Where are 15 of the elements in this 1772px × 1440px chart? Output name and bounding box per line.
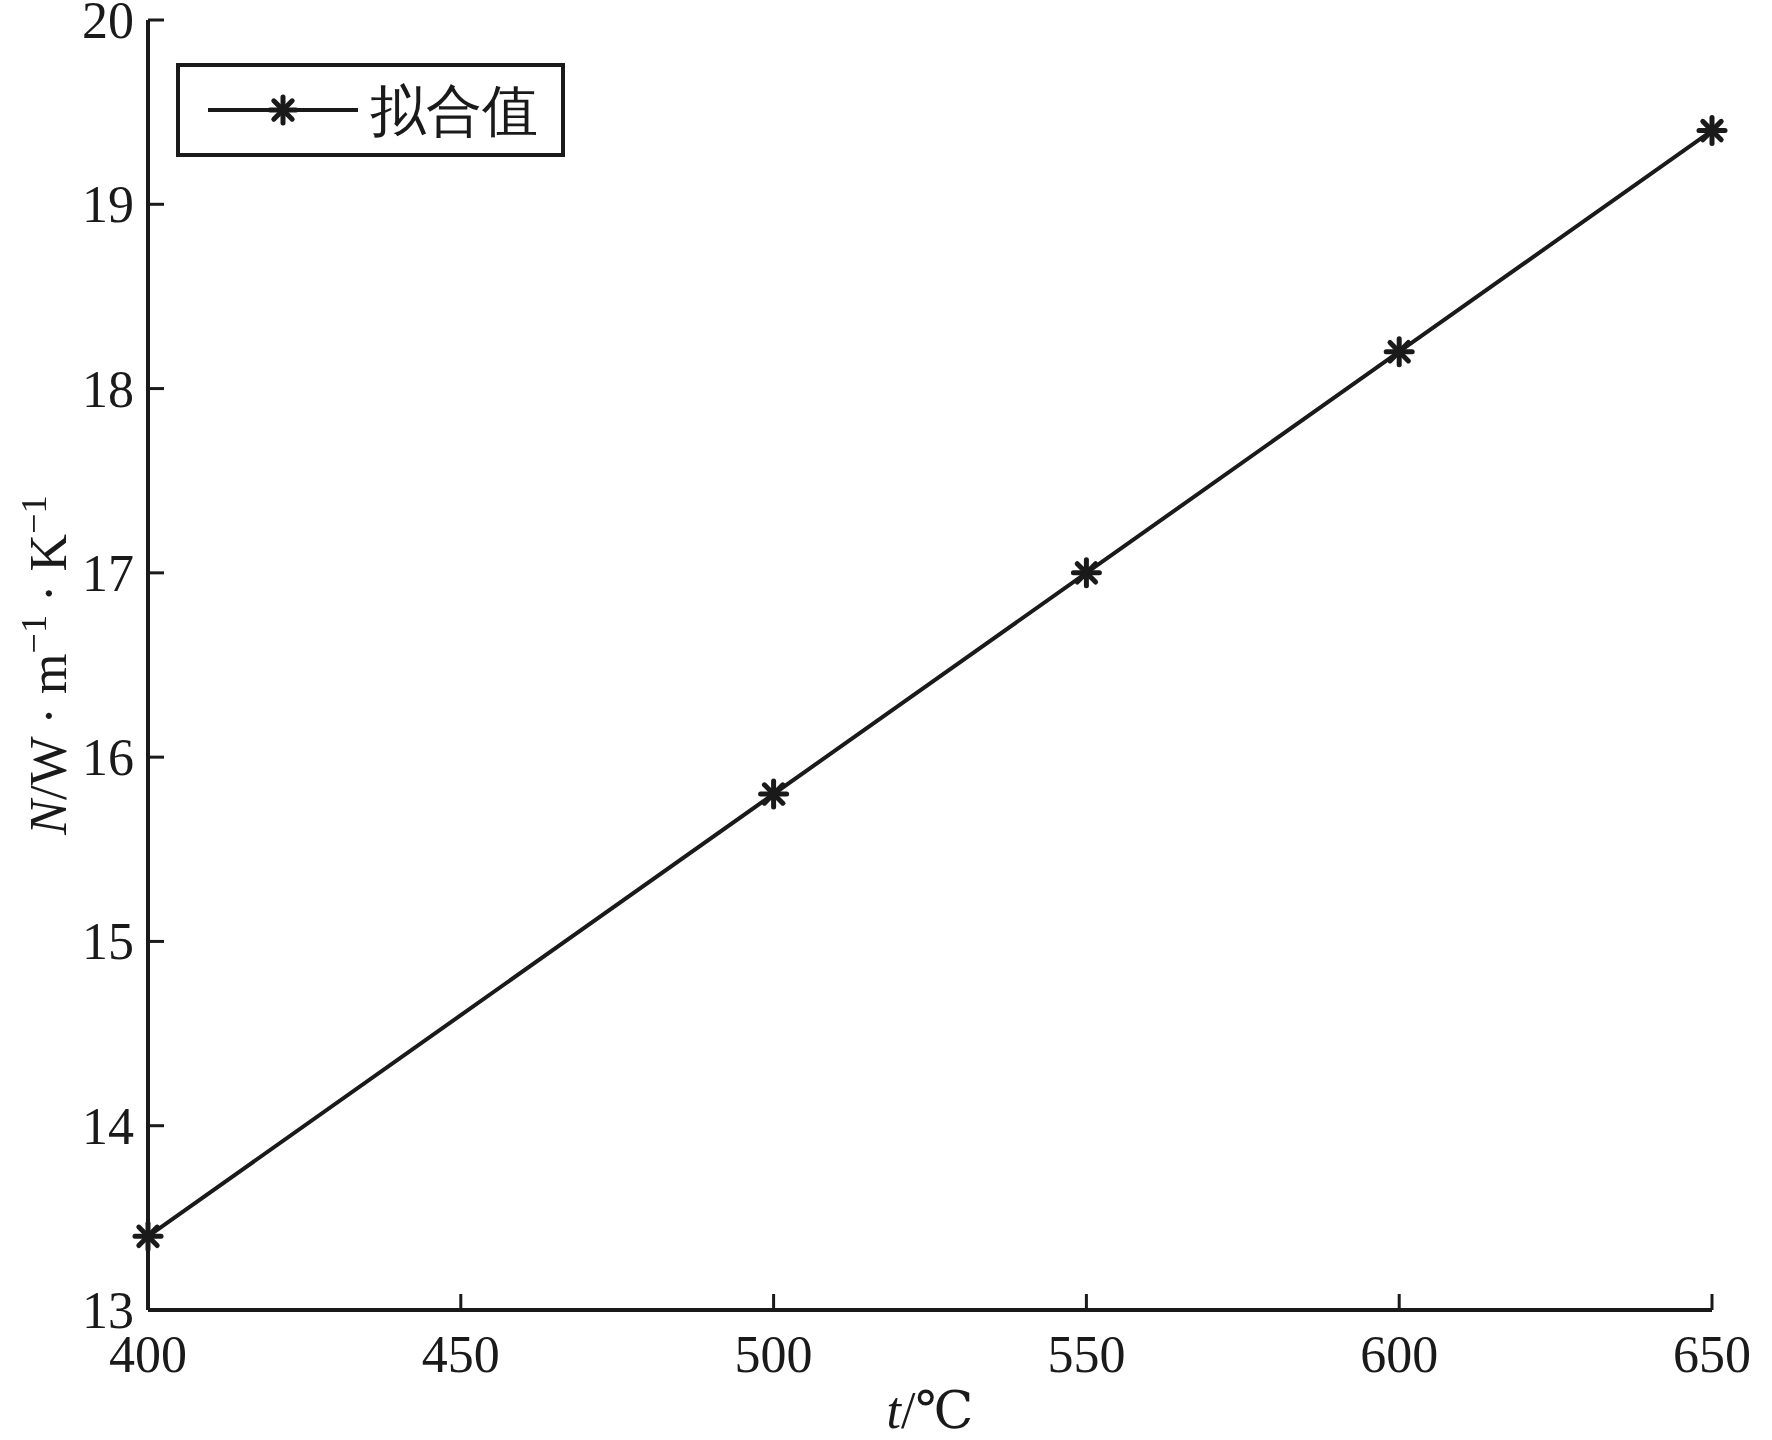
legend-label: 拟合值 — [370, 78, 538, 143]
y-tick-label: 19 — [82, 176, 134, 234]
x-axis-title: t/℃ — [886, 1382, 974, 1439]
x-tick-label: 450 — [421, 1326, 500, 1383]
x-tick-label: 600 — [1360, 1326, 1439, 1383]
x-tick-label: 550 — [1047, 1326, 1126, 1383]
y-tick-label: 16 — [82, 729, 134, 787]
x-tick-label: 500 — [734, 1326, 813, 1383]
y-tick-label: 15 — [82, 913, 134, 971]
x-tick-label: 650 — [1673, 1326, 1751, 1383]
y-tick-label: 17 — [82, 544, 134, 602]
y-tick-label: 18 — [82, 360, 134, 418]
y-tick-label: 14 — [82, 1097, 134, 1155]
y-tick-label: 20 — [82, 0, 134, 49]
legend: 拟合值 — [176, 63, 565, 157]
